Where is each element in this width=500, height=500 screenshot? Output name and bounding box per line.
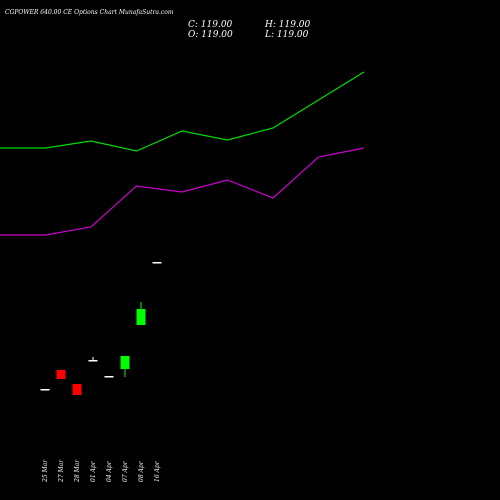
x-tick-label: 08 Apr — [138, 460, 145, 482]
x-tick-label: 27 Mar — [58, 459, 65, 483]
x-tick-label: 04 Apr — [106, 460, 113, 482]
candle-body — [104, 376, 114, 378]
ohlc-close: C: 119.00 — [188, 20, 233, 30]
candle-body — [56, 370, 66, 379]
candle-body — [136, 309, 146, 325]
x-tick-label: 16 Apr — [154, 460, 161, 482]
candle-body — [40, 389, 50, 391]
x-tick-label: 01 Apr — [90, 460, 97, 482]
candle-body — [152, 262, 162, 264]
ma-line — [0, 71, 365, 152]
chart-title: CGPOWER 640.00 CE Options Chart MunafaSu… — [5, 9, 174, 16]
candle-body — [72, 384, 82, 395]
ma-line — [0, 147, 365, 236]
x-tick-label: 28 Mar — [74, 459, 81, 483]
x-tick-label: 25 Mar — [42, 459, 49, 483]
x-tick-label: 07 Apr — [122, 460, 129, 482]
ohlc-open: O: 119.00 — [188, 30, 233, 40]
ohlc-high: H: 119.00 — [264, 20, 311, 30]
candle-body — [120, 356, 130, 369]
candle-body — [88, 360, 98, 362]
ohlc-low: L: 119.00 — [264, 30, 309, 40]
